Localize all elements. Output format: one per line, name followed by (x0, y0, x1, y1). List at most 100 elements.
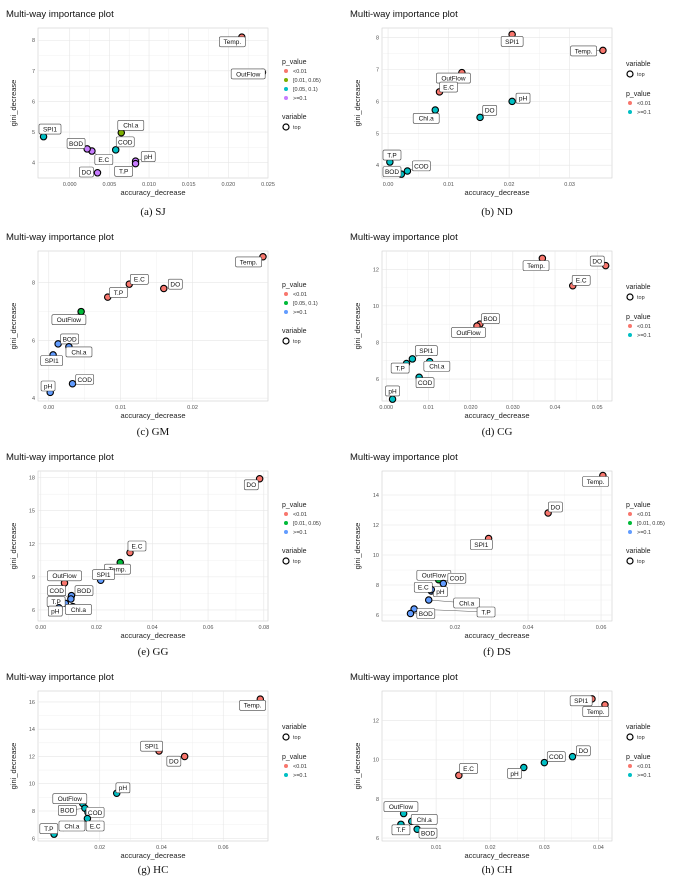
x-tick-label: 0.04 (523, 625, 534, 631)
scatter-chart: Multi-way importance plot 0.02 0.04 0.06 6 8 1… (6, 672, 307, 860)
point-marker (93, 169, 102, 177)
point-label: Chl.a (123, 123, 139, 130)
point-marker (131, 159, 140, 168)
point-label: T.F (396, 827, 405, 834)
point-label-box (423, 360, 451, 372)
point-label: DO (551, 504, 561, 511)
legend-swatch (284, 87, 288, 91)
plot-area (37, 690, 269, 842)
legend-swatch (628, 101, 632, 105)
point-label-box (51, 314, 87, 325)
point-label: pH (119, 785, 128, 792)
legend-title-variable: variable (282, 114, 307, 121)
y-tick-label: 4 (32, 161, 35, 167)
legend-label: >=0.1 (293, 773, 307, 779)
x-axis-label: accuracy_decrease (120, 631, 185, 640)
legend-label: >=0.1 (293, 530, 307, 536)
point-label: DO (592, 258, 602, 265)
legend-label: [0.05, 0.1) (293, 87, 318, 93)
x-tick-label: 0.04 (593, 845, 604, 851)
legend-label: >=0.1 (637, 333, 651, 339)
y-tick-label: 10 (373, 758, 379, 764)
y-tick-label: 12 (29, 542, 35, 548)
x-axis-label: accuracy_decrease (120, 188, 185, 197)
point-label-box (459, 763, 478, 774)
point-label: T.P (51, 599, 60, 606)
y-tick-label: 8 (376, 797, 379, 803)
y-tick-label: 12 (373, 267, 379, 273)
legend-label: <0.01 (293, 292, 307, 298)
point-label-box (569, 695, 593, 707)
point-label: pH (519, 96, 528, 103)
point-label-box (391, 824, 411, 836)
legend-swatch (628, 333, 632, 337)
point-label-box (507, 768, 522, 779)
legend-label: [0.01, 0.05) (293, 78, 321, 84)
point-label: E.C (463, 766, 474, 773)
x-tick-label: 0.00 (43, 405, 54, 411)
point-label: OutFlow (422, 573, 447, 580)
point-marker (439, 579, 448, 588)
x-tick-label: 0.020 (221, 182, 235, 188)
chart-panel: Multi-way importance plot 0.02 0.04 0.06 6 8 1… (346, 449, 666, 649)
legend-title-variable: variable (282, 548, 307, 555)
y-tick-label: 10 (29, 782, 35, 788)
scatter-chart: Multi-way importance plot 0.00 0.01 0.02 4 6 8… (6, 232, 318, 420)
x-axis-label: accuracy_decrease (120, 851, 185, 860)
legend-label: <0.01 (293, 69, 307, 75)
y-axis-label: gini_decrease (353, 523, 362, 570)
point-label-box (447, 572, 467, 584)
point-label: OutFlow (57, 317, 82, 324)
legend-label: <0.01 (637, 764, 651, 770)
legend-swatch (626, 293, 634, 301)
point-label-box (385, 385, 400, 397)
y-tick-label: 14 (29, 727, 35, 733)
point-label-box (115, 136, 135, 148)
point-label: DO (578, 748, 588, 755)
y-tick-label: 8 (376, 340, 379, 346)
point-label-box (117, 120, 145, 131)
point-label: OutFlow (236, 71, 261, 78)
plot-area (37, 470, 269, 622)
scatter-chart: Multi-way importance plot 0.000 0.01 0.020 0… (350, 232, 651, 420)
x-axis-label: accuracy_decrease (464, 631, 529, 640)
y-tick-label: 10 (373, 553, 379, 559)
x-axis-label: accuracy_decrease (464, 851, 529, 860)
point-label-box (230, 68, 266, 80)
point-label: T.P (481, 609, 490, 616)
point-label: SPI1 (574, 698, 588, 705)
x-tick-label: 0.02 (450, 625, 461, 631)
legend-swatch (282, 123, 290, 131)
point-label-box (546, 751, 566, 762)
point-label: OutFlow (52, 573, 77, 580)
point-label-box (38, 123, 62, 135)
legend-swatch (284, 512, 288, 516)
x-axis-label: accuracy_decrease (120, 411, 185, 420)
x-tick-label: 0.00 (35, 625, 46, 631)
point-label-box (439, 81, 458, 93)
point-label: Temp. (575, 48, 593, 55)
point-label-box (522, 260, 550, 271)
legend-swatch (282, 733, 290, 741)
y-tick-label: 15 (29, 509, 35, 515)
legend-title-p-value: p_value (626, 502, 651, 509)
panel-caption: (b) ND (481, 206, 513, 218)
legend-label: [0.01, 0.05) (293, 521, 321, 527)
point-marker (455, 771, 463, 780)
point-label: Chl.a (71, 349, 87, 356)
point-marker (408, 355, 417, 363)
legend-label: <0.01 (293, 512, 307, 518)
y-tick-label: 8 (32, 809, 35, 815)
point-marker (406, 609, 415, 618)
legend-label: top (637, 559, 645, 565)
point-label: COD (88, 810, 103, 817)
legend-title-p-value: p_value (282, 502, 307, 509)
chart-title: Multi-way importance plot (6, 232, 114, 243)
point-label-box (482, 105, 498, 116)
point-label-box (65, 346, 93, 358)
x-tick-label: 0.005 (102, 182, 116, 188)
legend-swatch (284, 69, 288, 73)
chart-title: Multi-way importance plot (6, 672, 114, 683)
